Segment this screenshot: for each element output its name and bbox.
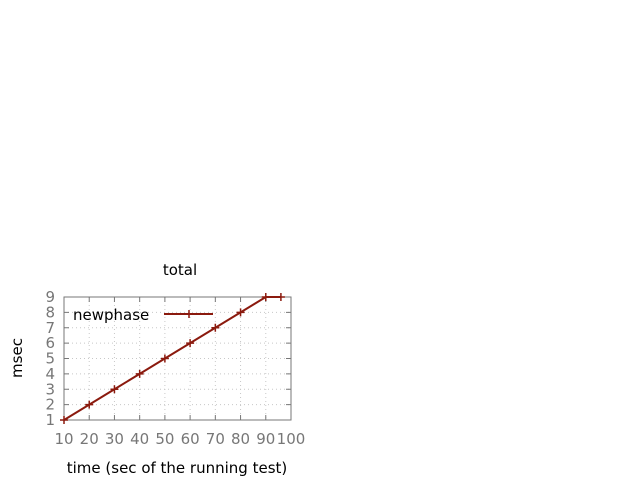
x-axis: 10 20 30 40 50 60 70 80 90 100 [54, 297, 305, 448]
legend: newphase [73, 306, 213, 324]
data-point [186, 339, 195, 348]
x-tick-label: 50 [155, 430, 174, 448]
data-point [135, 369, 144, 378]
data-point [276, 293, 285, 301]
chart-title: total [163, 261, 197, 279]
y-tick-label: 5 [45, 350, 55, 368]
data-point [85, 400, 94, 409]
series-line [63, 296, 281, 421]
data-point [236, 308, 245, 317]
y-tick-label: 2 [45, 396, 55, 414]
y-tick-label: 7 [45, 319, 55, 337]
x-tick-label: 10 [54, 430, 73, 448]
y-tick-label: 3 [45, 380, 55, 398]
y-tick-label: 6 [45, 334, 55, 352]
data-series [60, 293, 285, 424]
x-tick-label: 20 [80, 430, 99, 448]
x-tick-label: 90 [256, 430, 275, 448]
data-point [261, 293, 270, 301]
x-tick-label: 30 [105, 430, 124, 448]
x-tick-label: 70 [206, 430, 225, 448]
grid-lines [64, 297, 291, 420]
y-tick-label: 1 [45, 411, 55, 429]
data-point [160, 354, 169, 363]
x-tick-label: 40 [130, 430, 149, 448]
x-tick-label: 80 [231, 430, 250, 448]
y-axis-label: msec [8, 338, 26, 378]
y-tick-label: 9 [45, 288, 55, 306]
data-point [60, 416, 68, 424]
x-tick-label: 100 [277, 430, 306, 448]
y-tick-label: 4 [45, 365, 55, 383]
legend-marker [185, 310, 193, 318]
y-tick-label: 8 [45, 303, 55, 321]
data-point [110, 385, 119, 394]
legend-label: newphase [73, 306, 149, 324]
data-point [211, 323, 220, 332]
x-tick-label: 60 [181, 430, 200, 448]
x-axis-label: time (sec of the running test) [67, 459, 288, 477]
